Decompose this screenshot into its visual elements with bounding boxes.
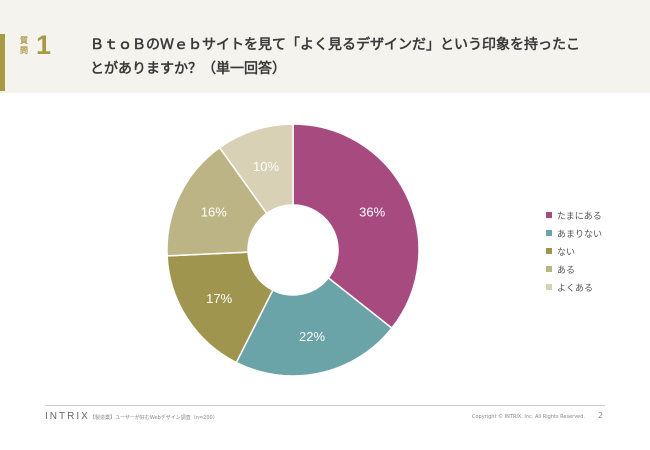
intrix-logo: INTRIX — [45, 411, 90, 422]
data-label-1: 22% — [299, 329, 325, 344]
legend-item: ない — [546, 242, 602, 260]
legend-swatch — [546, 230, 552, 236]
legend-swatch — [546, 212, 552, 218]
slice-4 — [218, 123, 294, 215]
legend-item: ある — [546, 260, 602, 278]
legend-swatch — [546, 266, 552, 272]
question-header: 質問 1 ＢｔｏＢのＷｅｂサイトを見て「よく見るデザインだ」という印象を持ったこ… — [0, 0, 650, 93]
slice-0 — [292, 123, 420, 330]
legend-label: ある — [557, 265, 576, 276]
legend-swatch — [546, 248, 552, 254]
legend-label: ない — [557, 247, 576, 258]
question-text: ＢｔｏＢのＷｅｂサイトを見て「よく見るデザインだ」という印象を持ったことがありま… — [90, 37, 580, 77]
footer-divider — [45, 405, 605, 406]
legend-label: あまりない — [557, 229, 603, 240]
donut-chart: 36% 22% 17% 16% 10% — [166, 123, 420, 377]
slice-2 — [166, 251, 274, 364]
data-label-0: 36% — [359, 205, 385, 220]
data-label-3: 16% — [201, 205, 227, 220]
copyright: Copyright © INTRIX, Inc. All Rights Rese… — [472, 414, 586, 420]
legend-label: たまにある — [557, 211, 602, 222]
legend-label: よくある — [557, 283, 594, 294]
question-number: 1 — [36, 30, 52, 60]
legend-item: よくある — [546, 278, 602, 296]
legend-item: たまにある — [546, 206, 602, 224]
data-label-4: 10% — [253, 159, 279, 174]
legend: たまにあるあまりないないあるよくある — [546, 206, 602, 296]
legend-swatch — [546, 284, 552, 290]
survey-source: 【製造業】ユーザーが好むWebデザイン調査（n=200） — [90, 415, 218, 421]
slice-3 — [166, 146, 268, 257]
question-label: 質問 — [20, 36, 28, 55]
accent-bar — [0, 34, 5, 91]
legend-item: あまりない — [546, 224, 602, 242]
slice-1 — [235, 276, 393, 377]
data-label-2: 17% — [206, 291, 232, 306]
page-number: 2 — [598, 411, 604, 420]
